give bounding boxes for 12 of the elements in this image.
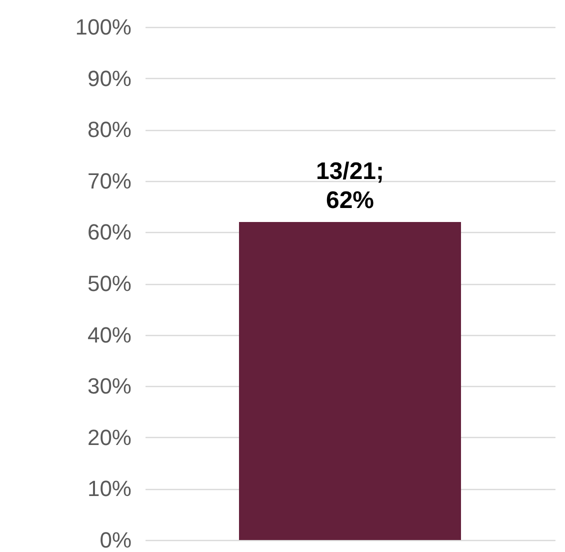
y-tick-label: 60%	[87, 220, 132, 245]
y-tick-label: 80%	[87, 117, 132, 142]
y-tick-label: 0%	[100, 528, 132, 552]
y-tick-label: 40%	[87, 322, 132, 348]
y-tick-label: 50%	[87, 271, 132, 296]
y-tick-label: 20%	[87, 424, 132, 450]
y-tick-label: 100%	[75, 14, 132, 40]
y-tick-label: 90%	[87, 66, 132, 91]
y-tick-label: 30%	[87, 374, 132, 399]
y-tick-label: 70%	[87, 168, 132, 194]
data-label: 13/21; 62%	[316, 158, 384, 214]
y-tick-label: 10%	[87, 476, 132, 502]
